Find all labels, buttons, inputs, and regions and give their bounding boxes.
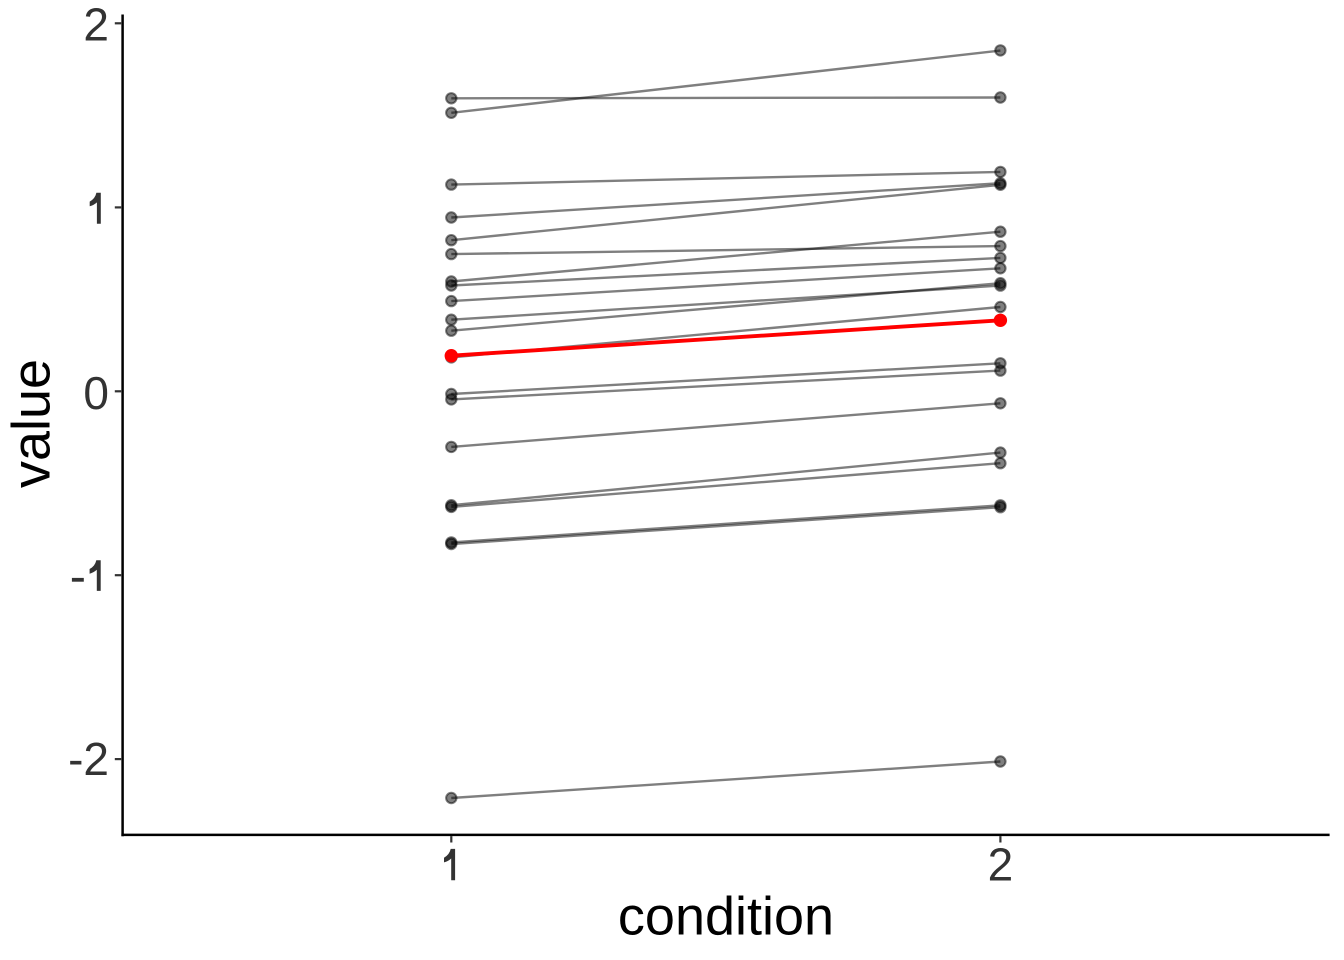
- svg-text:value: value: [2, 359, 62, 488]
- svg-text:0: 0: [83, 367, 109, 419]
- svg-text:2: 2: [988, 839, 1014, 891]
- svg-text:2: 2: [83, 0, 109, 50]
- svg-text:-2: -2: [68, 733, 109, 785]
- svg-text:condition: condition: [618, 887, 834, 947]
